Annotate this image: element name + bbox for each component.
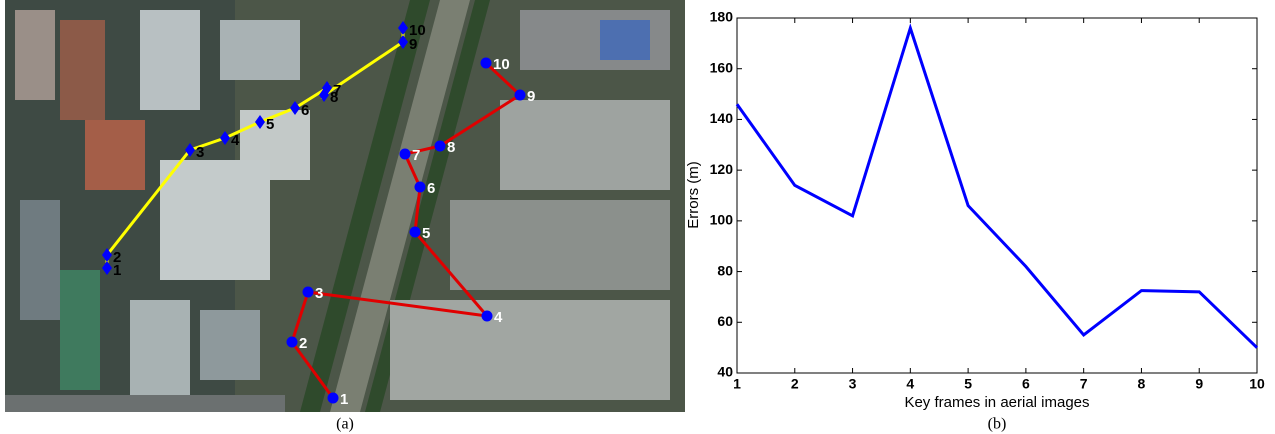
y-tick-label: 40: [717, 364, 733, 380]
marker-label: 2: [299, 335, 307, 352]
circle-marker: [482, 311, 493, 322]
x-tick-label: 8: [1138, 376, 1146, 392]
marker-label: 3: [196, 144, 204, 161]
x-tick-label: 10: [1249, 376, 1265, 392]
marker-label: 6: [301, 102, 309, 119]
marker-label: 4: [494, 309, 503, 326]
marker-label: 6: [427, 180, 435, 197]
circle-marker: [410, 227, 421, 238]
y-axis-label: Errors (m): [685, 161, 702, 229]
x-axis-label: Key frames in aerial images: [904, 394, 1089, 411]
x-tick-label: 5: [964, 376, 972, 392]
circle-marker: [515, 90, 526, 101]
circle-marker: [415, 182, 426, 193]
marker-label: 9: [527, 88, 535, 105]
marker-label: 2: [113, 249, 121, 266]
marker-label: 5: [266, 116, 274, 133]
x-tick-label: 3: [849, 376, 857, 392]
marker-label: 1: [340, 391, 348, 408]
caption: (b): [988, 416, 1007, 433]
circle-marker: [400, 149, 411, 160]
x-tick-label: 2: [791, 376, 799, 392]
marker-label: 10: [493, 56, 510, 73]
x-tick-label: 9: [1195, 376, 1203, 392]
circle-marker: [328, 393, 339, 404]
marker-label: 4: [231, 132, 240, 149]
x-tick-label: 7: [1080, 376, 1088, 392]
aerial-image: [5, 0, 685, 412]
circle-marker: [303, 287, 314, 298]
figure: 1234567891012345678910 (a) Key frames in…: [0, 0, 1275, 434]
marker-label: 7: [412, 147, 420, 164]
y-tick-label: 60: [717, 313, 733, 329]
y-tick-label: 160: [710, 59, 734, 75]
y-tick-label: 140: [710, 110, 734, 126]
y-tick-label: 120: [710, 161, 734, 177]
marker-label: 8: [447, 139, 455, 156]
x-tick-label: 6: [1022, 376, 1030, 392]
marker-label: 8: [330, 89, 338, 106]
y-tick-label: 100: [710, 212, 734, 228]
marker-label: 3: [315, 285, 323, 302]
x-tick-label: 4: [906, 376, 914, 392]
marker-label: 10: [409, 22, 426, 39]
circle-marker: [481, 58, 492, 69]
x-tick-label: 1: [733, 376, 741, 392]
y-tick-label: 80: [717, 262, 733, 278]
circle-marker: [287, 337, 298, 348]
circle-marker: [435, 141, 446, 152]
y-tick-label: 180: [710, 9, 734, 25]
marker-label: 5: [422, 225, 430, 242]
caption: (a): [336, 416, 354, 433]
